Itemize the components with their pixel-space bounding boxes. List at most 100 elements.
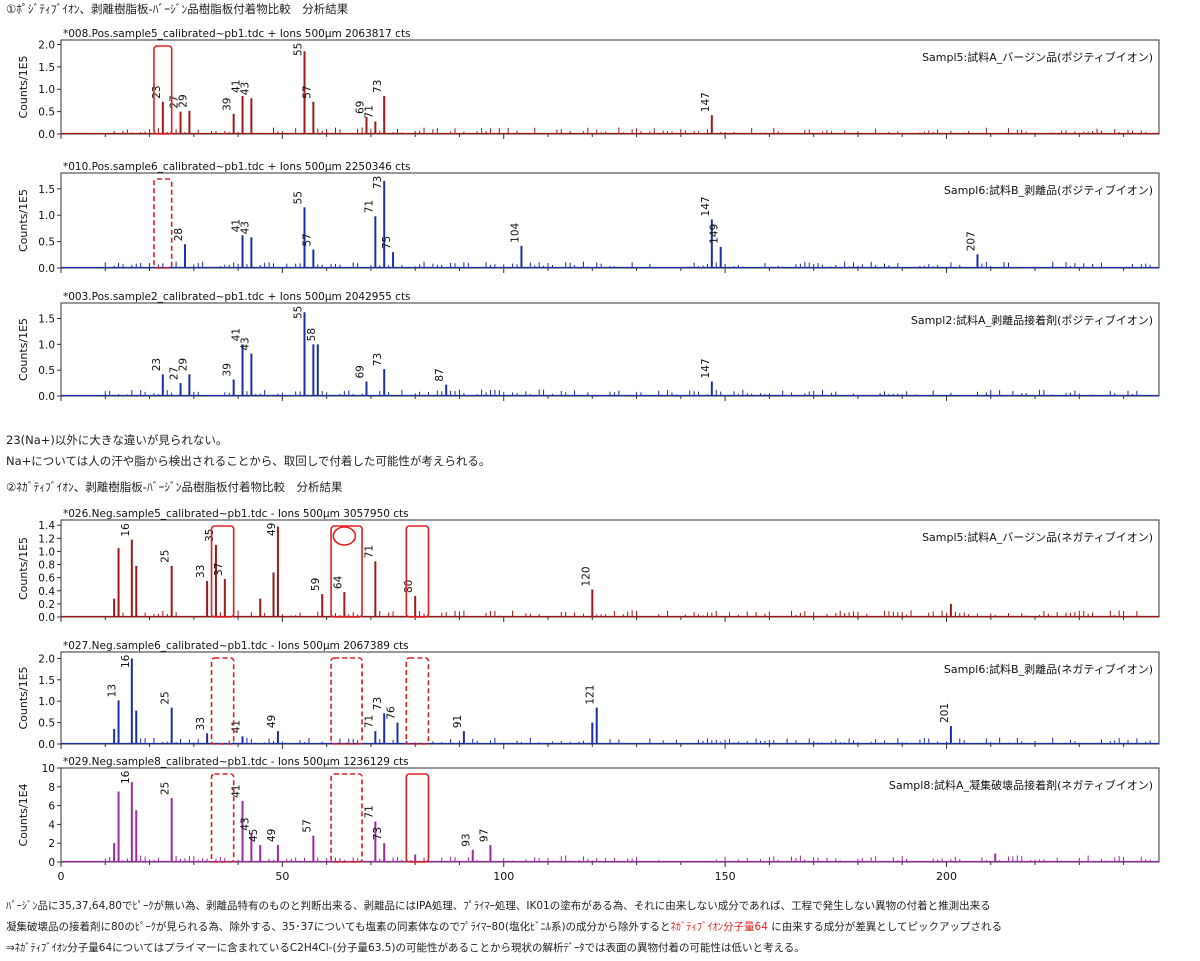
y-tick-label: 1.0 <box>38 84 55 96</box>
y-tick-label: 0.0 <box>38 391 55 403</box>
peak-label: 23 <box>151 85 163 98</box>
section1-title: ①ﾎﾟｼﾞﾃｨﾌﾞｲｵﾝ、剥離樹脂板-ﾊﾞｰｼﾞﾝ品樹脂板付着物比較 分析結果 <box>6 2 349 16</box>
y-tick-label: 0.5 <box>38 718 55 730</box>
y-tick-label: 0 <box>48 857 55 869</box>
sample-label: Sampl8:試料A_凝集破壊品接着剤(ネガティブイオン) <box>889 778 1153 792</box>
peak-label: 41 <box>231 328 243 341</box>
peak-label: 41 <box>231 785 243 798</box>
y-tick-label: 1.0 <box>38 210 55 222</box>
highlight-box <box>210 525 235 618</box>
peak-label: 29 <box>177 94 189 107</box>
peak-label: 16 <box>120 654 132 668</box>
peak-label: 120 <box>580 566 592 586</box>
note1-line2: Na+については人の汗や脂から検出されることから、取回しで付着した可能性が考えら… <box>6 454 491 468</box>
sample-label: Sampl5:試料A_バージン品(ネガティブイオン) <box>922 530 1153 544</box>
peak-label: 49 <box>266 715 278 728</box>
y-tick-label: 4 <box>48 819 55 831</box>
peak-label: 41 <box>231 219 243 232</box>
highlight-box <box>330 525 363 618</box>
peak-label: 201 <box>939 703 951 723</box>
peak-label: 55 <box>293 43 305 56</box>
y-tick-label: 0.0 <box>38 263 55 275</box>
note1-line1: 23(Na+)以外に大きな違いが見られない。 <box>6 433 228 447</box>
peak-label: 104 <box>509 222 521 242</box>
peak-label: 149 <box>709 224 721 244</box>
y-tick-label: 0.0 <box>38 739 55 751</box>
peak-label: 39 <box>222 363 234 376</box>
sample-label: Sampl6:試料B_剥離品(ネガティブイオン) <box>944 662 1153 676</box>
highlight-box <box>330 657 363 745</box>
peak-label: 43 <box>239 337 251 350</box>
highlight-box <box>330 773 363 863</box>
peak-label: 37 <box>213 563 225 576</box>
peak-label: 13 <box>107 684 119 697</box>
y-tick-label: 0.2 <box>38 599 55 611</box>
y-tick-label: 8 <box>48 782 55 794</box>
chart-title: *027.Neg.sample6_calibrated~pb1.tdc - Io… <box>63 640 409 652</box>
peak-label: 71 <box>363 545 375 558</box>
chart-title: *008.Pos.sample5_calibrated~pb1.tdc + Io… <box>63 28 411 40</box>
peak-label: 27 <box>169 367 181 380</box>
sample-label: Sampl2:試料A_剥離品接着剤(ポジティブイオン) <box>911 313 1153 327</box>
highlight-box <box>210 657 235 745</box>
peak-label: 35 <box>204 529 216 542</box>
chart-title: *026.Neg.sample5_calibrated~pb1.tdc - Io… <box>63 508 409 520</box>
conclusion-highlight: ﾈｶﾞﾃｨﾌﾞｲｵﾝ分子量64 <box>670 921 768 933</box>
peak-label: 41 <box>231 80 243 93</box>
peak-label: 80 <box>403 580 415 593</box>
peak-label: 25 <box>160 550 172 563</box>
conclusion-line1: ﾊﾞｰｼﾞﾝ品に35,37,64,80でﾋﾟｰｸが無い為、剥離品特有のものと判断… <box>6 900 991 912</box>
y-axis-label: Counts/1E5 <box>17 318 30 381</box>
highlight-circle <box>332 526 357 546</box>
y-tick-label: 1.4 <box>38 520 55 532</box>
y-tick-label: 1.5 <box>38 184 55 196</box>
peak-label: 23 <box>151 358 163 371</box>
peak-label: 28 <box>173 228 185 241</box>
y-tick-label: 1.5 <box>38 675 55 687</box>
y-axis-label: Counts/1E4 <box>17 783 30 846</box>
section2-title: ②ﾈｶﾞﾃｨﾌﾞｲｵﾝ、剥離樹脂板-ﾊﾞｰｼﾞﾝ品樹脂板付着物比較 分析結果 <box>6 480 343 494</box>
peak-label: 57 <box>301 233 313 246</box>
peak-label: 64 <box>332 575 344 589</box>
highlight-box <box>153 178 173 269</box>
conclusion-line2-pre: 凝集破壊品の接着剤に80のﾋﾟｰｸが見られる為、除外する、35･37についても塩… <box>6 921 671 933</box>
peak-label: 73 <box>372 176 384 189</box>
peak-label: 147 <box>700 196 712 216</box>
y-axis-label: Counts/1E5 <box>17 666 30 729</box>
peak-label: 16 <box>120 770 132 784</box>
y-tick-label: 1.0 <box>38 546 55 558</box>
peak-label: 39 <box>222 97 234 110</box>
peak-label: 71 <box>363 105 375 118</box>
y-tick-label: 0.0 <box>38 612 55 624</box>
peak-label: 25 <box>160 691 172 704</box>
peak-label: 73 <box>372 827 384 840</box>
chart-title: *029.Neg.sample8_calibrated~pb1.tdc - Io… <box>63 756 409 768</box>
peak-label: 43 <box>239 817 251 830</box>
highlight-box <box>405 657 430 745</box>
peak-label: 73 <box>372 353 384 366</box>
highlight-box <box>405 525 430 618</box>
highlight-box <box>153 45 173 135</box>
y-tick-label: 10 <box>42 763 55 775</box>
highlight-box <box>405 773 430 863</box>
peak-label: 49 <box>266 523 278 536</box>
peak-label: 55 <box>293 191 305 204</box>
y-axis-label: Counts/1E5 <box>17 189 30 252</box>
peak-label: 57 <box>301 85 313 98</box>
peak-label: 97 <box>478 829 490 842</box>
y-axis-label: Counts/1E5 <box>17 537 30 600</box>
y-tick-label: 0.5 <box>38 365 55 377</box>
y-tick-label: 2.0 <box>38 653 55 665</box>
peak-label: 87 <box>434 368 446 381</box>
sample-label: Sampl6:試料B_剥離品(ポジティブイオン) <box>944 183 1153 197</box>
y-tick-label: 1.5 <box>38 314 55 326</box>
y-tick-label: 2 <box>48 838 55 850</box>
peak-label: 76 <box>385 706 397 720</box>
x-tick-label: 50 <box>275 870 289 883</box>
peak-label: 121 <box>585 685 597 705</box>
chart-title: *010.Pos.sample6_calibrated~pb1.tdc + Io… <box>63 161 411 173</box>
conclusion-line2-post: に由来する成分が差異としてピックアップされる <box>767 921 1002 933</box>
y-tick-label: 1.0 <box>38 696 55 708</box>
peak-label: 207 <box>965 231 977 251</box>
